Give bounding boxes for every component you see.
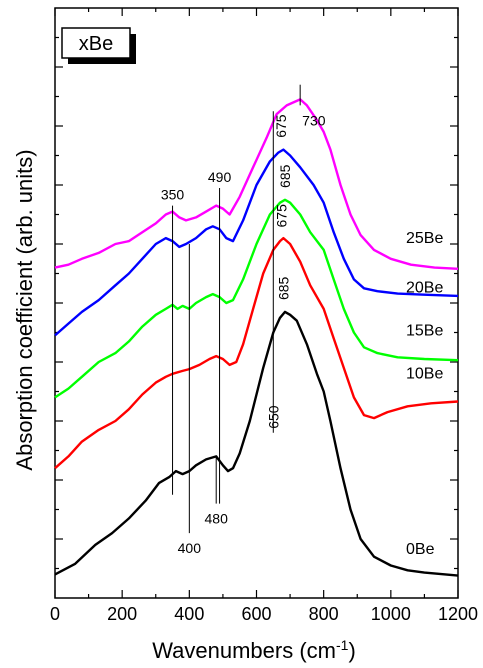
reference-label-350: 350 (161, 187, 185, 203)
reference-label-480: 480 (205, 511, 229, 527)
x-tick-label: 600 (241, 604, 271, 624)
series-label: 0Be (406, 541, 435, 558)
reference-label-650: 650 (265, 405, 281, 429)
plot-frame (54, 7, 459, 599)
series-line-10Be (54, 236, 459, 470)
reference-label-490: 490 (208, 169, 232, 185)
inset-label-box: xBe (61, 27, 136, 64)
series-line-20Be (54, 148, 459, 337)
reference-label-400: 400 (178, 540, 202, 556)
x-axis-label-sup: -1 (336, 637, 349, 653)
inset-label: xBe (79, 33, 113, 55)
y-axis-label: Absorption coefficient (arb. units) (12, 149, 37, 470)
series-line-0Be (54, 310, 459, 577)
plot-area: 0 200 400 600 800 1000 1200 350 400 490 480 650 730 6… (50, 7, 478, 624)
x-tick-label: 1000 (371, 604, 411, 624)
x-tick-label: 0 (50, 604, 60, 624)
x-axis-label: Wavenumbers (cm-1) (152, 637, 356, 663)
x-tick-label: 800 (309, 604, 339, 624)
x-tick-label: 400 (174, 604, 204, 624)
x-axis-label-main: Wavenumbers (cm (152, 638, 336, 663)
inset-label-frame (61, 27, 131, 59)
peak-label: 685 (275, 276, 291, 300)
series-label: 25Be (406, 230, 443, 247)
series-line-15Be (54, 198, 459, 399)
series-label: 10Be (406, 366, 443, 383)
x-axis-label-tail: ) (348, 638, 355, 663)
peak-label: 685 (277, 164, 293, 188)
series-label: 15Be (406, 322, 443, 339)
peak-label: 675 (273, 114, 289, 138)
series-line-25Be (54, 98, 459, 270)
x-tick-label: 200 (107, 604, 137, 624)
reference-label-730: 730 (302, 112, 326, 128)
x-tick-label: 1200 (438, 604, 478, 624)
peak-label: 675 (274, 204, 290, 228)
series-label: 20Be (406, 279, 443, 296)
